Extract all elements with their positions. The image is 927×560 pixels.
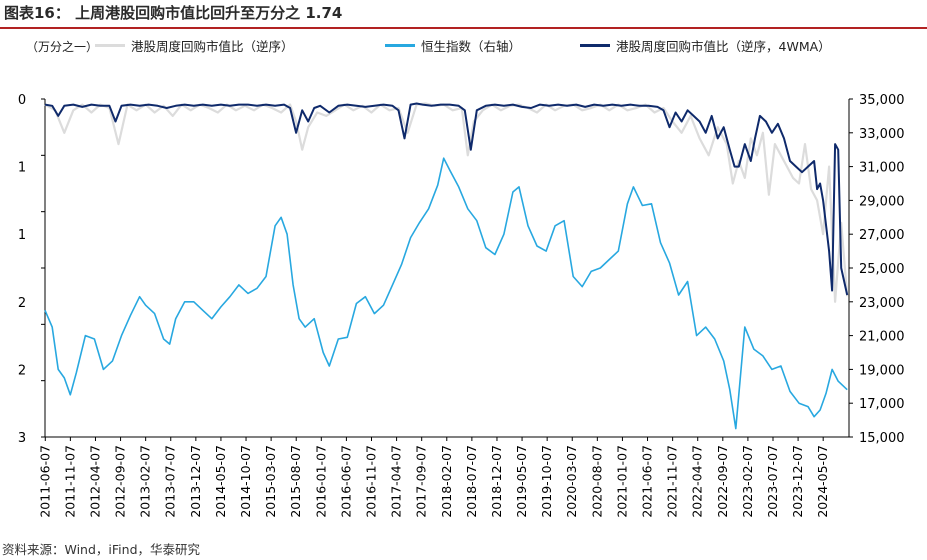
x-axis-tick-label: 2015-03-07 (263, 445, 278, 518)
legend-label-4wma: 港股周度回购市值比（逆序，4WMA） (616, 39, 831, 54)
x-axis-tick-label: 2012-09-07 (113, 445, 128, 518)
right-axis-tick-label: 23,000 (859, 296, 905, 311)
series-line-2 (44, 102, 849, 296)
left-axis-tick-label: 0 (18, 93, 26, 108)
legend-item-hsi: 恒生指数（右轴） (385, 36, 521, 55)
x-axis-tick-label: 2017-04-07 (389, 445, 404, 518)
legend-label-gray: 港股周度回购市值比（逆序） (131, 39, 294, 54)
x-axis-tick-label: 2015-08-07 (288, 445, 303, 518)
x-axis-tick-label: 2012-04-07 (87, 445, 102, 518)
series-line-1 (44, 157, 848, 430)
right-axis-tick-label: 15,000 (859, 431, 905, 446)
x-axis-tick-label: 2014-05-07 (213, 445, 228, 518)
x-axis-tick-label: 2021-01-07 (614, 445, 629, 518)
x-axis-tick-label: 2021-06-07 (640, 445, 655, 518)
x-axis-tick-label: 2021-11-07 (665, 445, 680, 518)
x-axis-tick-label: 2022-09-07 (715, 445, 730, 518)
x-axis-tick-label: 2018-07-07 (464, 445, 479, 518)
x-axis-tick-label: 2014-10-07 (238, 445, 253, 518)
x-axis-tick-label: 2016-11-07 (363, 445, 378, 518)
series-line-0 (44, 102, 849, 303)
series-2 (44, 102, 849, 296)
legend-swatch-4wma (580, 44, 610, 47)
right-axis-tick-label: 17,000 (859, 397, 905, 412)
right-axis-tick-label: 29,000 (859, 194, 905, 209)
chart-title: 图表16： 上周港股回购市值比回升至万分之 1.74 (4, 4, 343, 22)
x-axis-tick-label: 2023-12-07 (790, 445, 805, 518)
x-axis-tick-label: 2016-01-07 (313, 445, 328, 518)
axes-layer: 0 1 1 2 2 3 15,000 17,000 19,000 21,000 23,000 25,0… (18, 93, 905, 518)
right-axis-tick-label: 25,000 (859, 262, 905, 277)
x-axis-tick-label: 2019-05-07 (514, 445, 529, 518)
left-axis-tick-label: 2 (18, 363, 26, 378)
right-axis-tick-label: 27,000 (859, 228, 905, 243)
x-axis-tick-label: 2023-07-07 (765, 445, 780, 518)
source-note: 资料来源：Wind，iFind，华泰研究 (2, 542, 200, 557)
right-axis-tick-label: 33,000 (859, 127, 905, 142)
x-axis-tick-label: 2019-10-07 (539, 445, 554, 518)
x-axis-tick-label: 2018-12-07 (489, 445, 504, 518)
right-axis-tick-label: 21,000 (859, 330, 905, 345)
legend-item-4wma: 港股周度回购市值比（逆序，4WMA） (580, 36, 831, 55)
left-axis-unit: （万分之一） (26, 40, 99, 54)
series-1 (44, 157, 848, 430)
x-axis-tick-label: 2013-12-07 (188, 445, 203, 518)
x-axis-tick-label: 2024-05-07 (815, 445, 830, 518)
legend-swatch-hsi (385, 44, 415, 47)
x-axis-tick-label: 2018-02-07 (439, 445, 454, 518)
left-axis-tick-label: 1 (18, 228, 26, 243)
title-rule (0, 27, 927, 29)
legend-item-gray: 港股周度回购市值比（逆序） (95, 36, 294, 55)
series-0 (44, 102, 849, 303)
left-axis-tick-label: 1 (18, 161, 26, 176)
legend-label-hsi: 恒生指数（右轴） (421, 39, 522, 54)
legend-swatch-gray (95, 44, 125, 47)
x-axis-tick-label: 2017-09-07 (414, 445, 429, 518)
x-axis-tick-label: 2011-11-07 (62, 445, 77, 518)
x-axis-tick-label: 2020-03-07 (564, 445, 579, 518)
x-axis-tick-label: 2016-06-07 (338, 445, 353, 518)
x-axis-tick-label: 2020-08-07 (589, 445, 604, 518)
right-axis-tick-label: 19,000 (859, 363, 905, 378)
left-axis-tick-label: 2 (18, 296, 26, 311)
series-layer (44, 102, 849, 430)
x-axis-tick-label: 2011-06-07 (37, 445, 52, 518)
x-axis-tick-label: 2013-07-07 (163, 445, 178, 518)
right-axis-tick-label: 35,000 (859, 93, 905, 108)
x-axis-tick-label: 2023-02-07 (740, 445, 755, 518)
left-axis-tick-label: 3 (18, 431, 26, 446)
right-axis-tick-label: 31,000 (859, 161, 905, 176)
x-axis-tick-label: 2022-04-07 (690, 445, 705, 518)
x-axis-tick-label: 2013-02-07 (138, 445, 153, 518)
